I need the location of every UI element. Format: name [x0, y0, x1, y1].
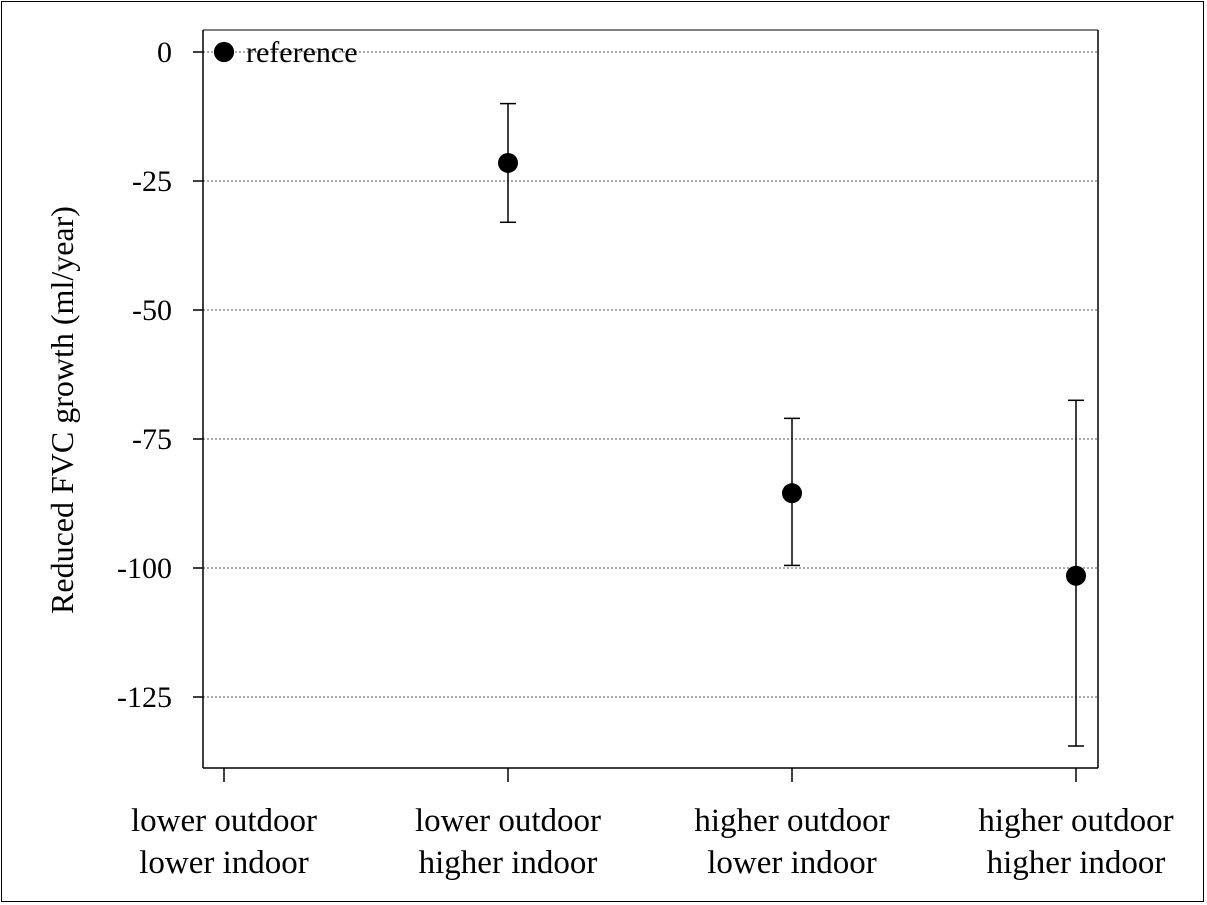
- y-tick-label: -75: [132, 423, 172, 456]
- x-tick-label: lower indoor: [139, 845, 309, 881]
- x-tick-label: lower indoor: [707, 845, 877, 881]
- data-point: [498, 152, 518, 173]
- data-point: [1066, 565, 1086, 586]
- data-point: [782, 483, 802, 504]
- legend: reference: [214, 36, 358, 69]
- data-points: [214, 42, 1086, 586]
- x-tick-label: higher outdoor: [978, 803, 1173, 839]
- y-axis-ticks: 0 -25 -50 -75 -100 -125: [117, 36, 203, 714]
- x-tick-label: higher indoor: [419, 845, 598, 881]
- y-tick-label: -100: [117, 552, 172, 585]
- x-tick-label: higher outdoor: [694, 803, 889, 839]
- y-tick-label: -125: [117, 681, 172, 714]
- error-bars: [500, 102, 1084, 747]
- y-tick-label: -50: [132, 294, 172, 327]
- axes: [202, 29, 1099, 769]
- legend-marker: [214, 42, 234, 62]
- x-axis-ticks: lower outdoor lower indoor lower outdoor hi…: [131, 768, 1174, 881]
- x-tick-label: lower outdoor: [415, 803, 601, 839]
- grid-lines: [203, 51, 1098, 698]
- legend-label-reference: reference: [246, 36, 358, 69]
- x-tick-label: lower outdoor: [131, 803, 317, 839]
- y-tick-label: 0: [157, 36, 172, 69]
- y-tick-label: -25: [132, 165, 172, 198]
- x-tick-label: higher indoor: [987, 845, 1166, 881]
- y-axis-label: Reduced FVC growth (ml/year): [44, 206, 80, 614]
